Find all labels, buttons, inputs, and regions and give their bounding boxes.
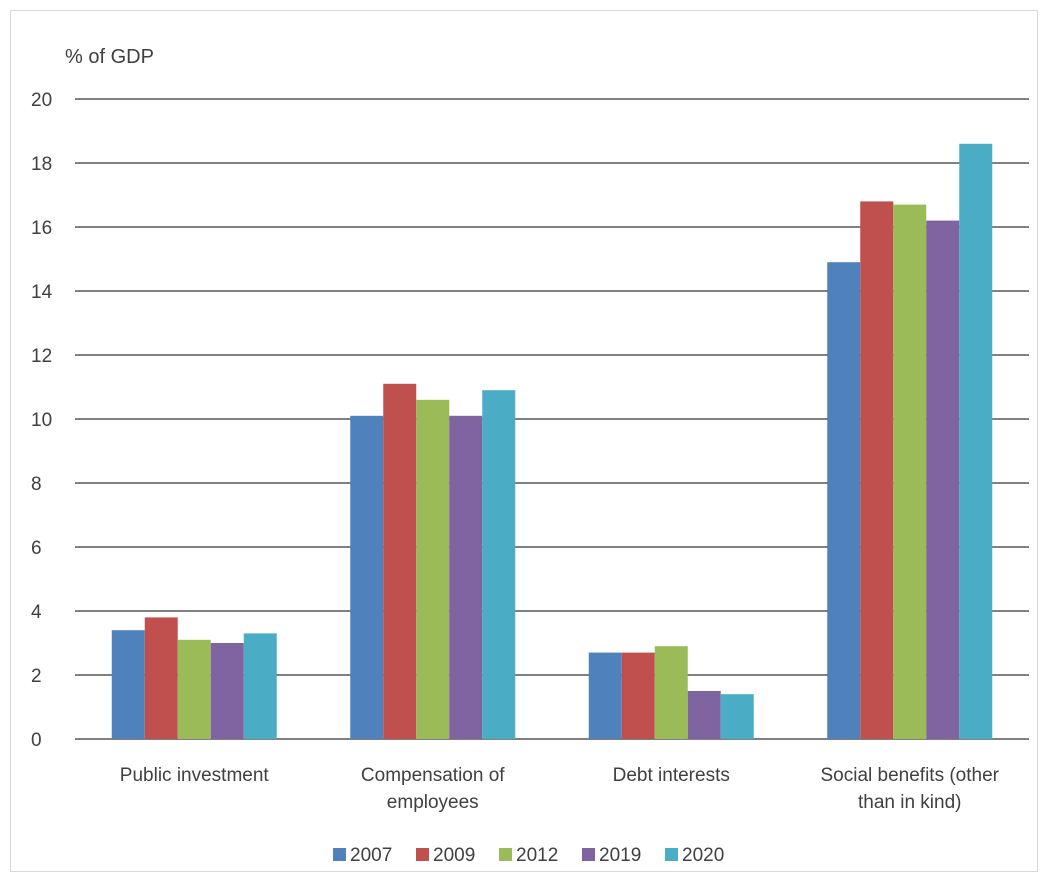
bar-2009 <box>144 617 178 739</box>
bar-2020 <box>482 390 516 739</box>
y-tick-label: 20 <box>31 90 52 111</box>
legend-label-2020: 2020 <box>682 845 724 866</box>
legend-label-2007: 2007 <box>350 845 392 866</box>
x-category-label: Debt interests <box>613 765 730 786</box>
y-tick-label: 4 <box>31 602 42 623</box>
x-category-label: Social benefits (other <box>821 765 1000 786</box>
x-category-label: Public investment <box>120 765 270 786</box>
bar-2009 <box>860 201 894 739</box>
chart-area: % of GDP 0 2 4 6 8 10 12 14 16 18 20 Public invest… <box>10 10 1038 872</box>
y-tick-label: 18 <box>31 154 52 175</box>
bar-2020 <box>243 633 277 739</box>
bar-2012 <box>416 399 450 739</box>
legend-label-2009: 2009 <box>433 845 475 866</box>
y-tick-label: 6 <box>31 538 42 559</box>
bar-2012 <box>654 646 688 739</box>
bar-2019 <box>449 415 483 739</box>
legend-label-2012: 2012 <box>516 845 558 866</box>
bar-2009 <box>383 383 417 739</box>
bar-2019 <box>926 220 960 740</box>
bar-2007 <box>350 415 384 739</box>
x-axis-categories: Public investment Compensation of employee… <box>120 765 1000 813</box>
y-tick-label: 8 <box>31 474 42 495</box>
bar-2012 <box>177 639 211 739</box>
legend-swatch-2019 <box>582 848 595 861</box>
y-axis-ticks: 0 2 4 6 8 10 12 14 16 18 20 <box>31 90 53 751</box>
x-category-label: Compensation of <box>361 765 505 786</box>
y-tick-label: 14 <box>31 282 53 303</box>
bar-2012 <box>893 204 927 740</box>
legend-swatch-2009 <box>416 848 429 861</box>
bar-2020 <box>720 694 754 739</box>
bar-2007 <box>111 630 145 739</box>
bar-2007 <box>827 262 861 739</box>
bar-2019 <box>210 643 244 739</box>
bars <box>111 143 993 740</box>
legend-swatch-2020 <box>665 848 678 861</box>
y-tick-label: 0 <box>31 730 42 751</box>
y-axis-unit-label: % of GDP <box>65 46 154 68</box>
x-category-label: than in kind) <box>858 792 962 813</box>
bar-2019 <box>687 691 721 739</box>
legend-swatch-2007 <box>333 848 346 861</box>
legend: 2007 2009 2012 2019 2020 <box>333 845 724 866</box>
x-category-label: employees <box>387 792 479 813</box>
legend-label-2019: 2019 <box>599 845 641 866</box>
y-tick-label: 12 <box>31 346 52 367</box>
bar-chart: % of GDP 0 2 4 6 8 10 12 14 16 18 20 Public invest… <box>31 46 1029 866</box>
bar-2007 <box>588 652 622 739</box>
y-tick-label: 16 <box>31 218 52 239</box>
y-tick-label: 2 <box>31 666 42 687</box>
legend-swatch-2012 <box>499 848 512 861</box>
y-tick-label: 10 <box>31 410 52 431</box>
bar-2020 <box>959 143 993 740</box>
bar-2009 <box>621 652 655 739</box>
